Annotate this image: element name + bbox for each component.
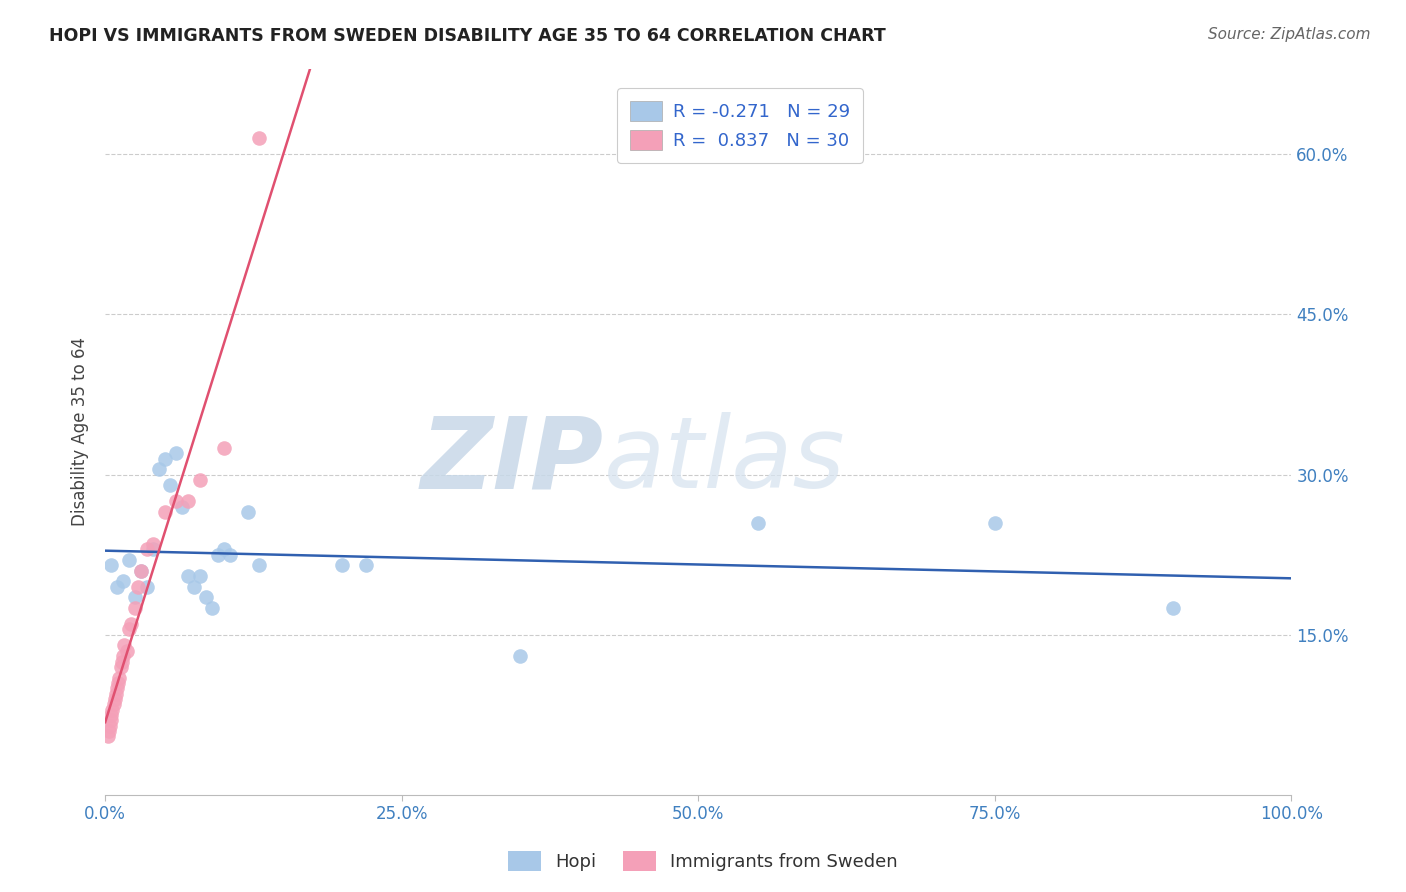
Point [120,617,142,632]
Point [105,580,128,594]
Point [159,478,181,492]
Point [100,713,122,727]
Point [118,553,141,567]
Point [97,729,120,743]
Point [747,516,769,530]
Point [98,718,121,732]
Point [111,655,134,669]
Point [142,542,165,557]
Point [165,446,187,460]
Point [112,639,135,653]
Point [135,542,157,557]
Point [172,500,194,514]
Point [107,676,129,690]
Point [177,494,200,508]
Point [142,537,165,551]
Point [103,698,125,712]
Point [127,580,149,594]
Point [195,591,218,605]
Point [110,660,132,674]
Point [207,548,229,562]
Point [118,623,141,637]
Text: HOPI VS IMMIGRANTS FROM SWEDEN DISABILITY AGE 35 TO 64 CORRELATION CHART: HOPI VS IMMIGRANTS FROM SWEDEN DISABILIT… [49,27,886,45]
Point [354,558,377,573]
Point [104,692,127,706]
Point [111,574,134,589]
Point [115,644,138,658]
Point [236,505,259,519]
Point [218,548,240,562]
Point [249,558,271,573]
Point [188,569,211,583]
Y-axis label: Disability Age 35 to 64: Disability Age 35 to 64 [72,337,89,526]
Legend: R = -0.271   N = 29, R =  0.837   N = 30: R = -0.271 N = 29, R = 0.837 N = 30 [617,88,863,162]
Point [124,591,146,605]
Point [111,649,134,664]
Point [153,451,176,466]
Point [212,542,235,557]
Point [129,564,152,578]
Point [1161,601,1184,615]
Text: Source: ZipAtlas.com: Source: ZipAtlas.com [1208,27,1371,42]
Point [100,707,122,722]
Point [108,671,131,685]
Point [101,703,124,717]
Point [201,601,224,615]
Text: ZIP: ZIP [420,412,603,509]
Legend: Hopi, Immigrants from Sweden: Hopi, Immigrants from Sweden [501,844,905,879]
Point [183,580,205,594]
Point [984,516,1007,530]
Point [124,601,146,615]
Point [212,441,235,455]
Point [332,558,354,573]
Point [153,505,176,519]
Point [129,564,152,578]
Point [188,473,211,487]
Point [177,569,200,583]
Point [165,494,187,508]
Point [104,687,127,701]
Point [105,681,128,696]
Point [100,558,122,573]
Point [148,462,170,476]
Text: atlas: atlas [603,412,845,509]
Point [97,723,120,738]
Point [249,131,271,145]
Point [135,580,157,594]
Point [509,649,531,664]
